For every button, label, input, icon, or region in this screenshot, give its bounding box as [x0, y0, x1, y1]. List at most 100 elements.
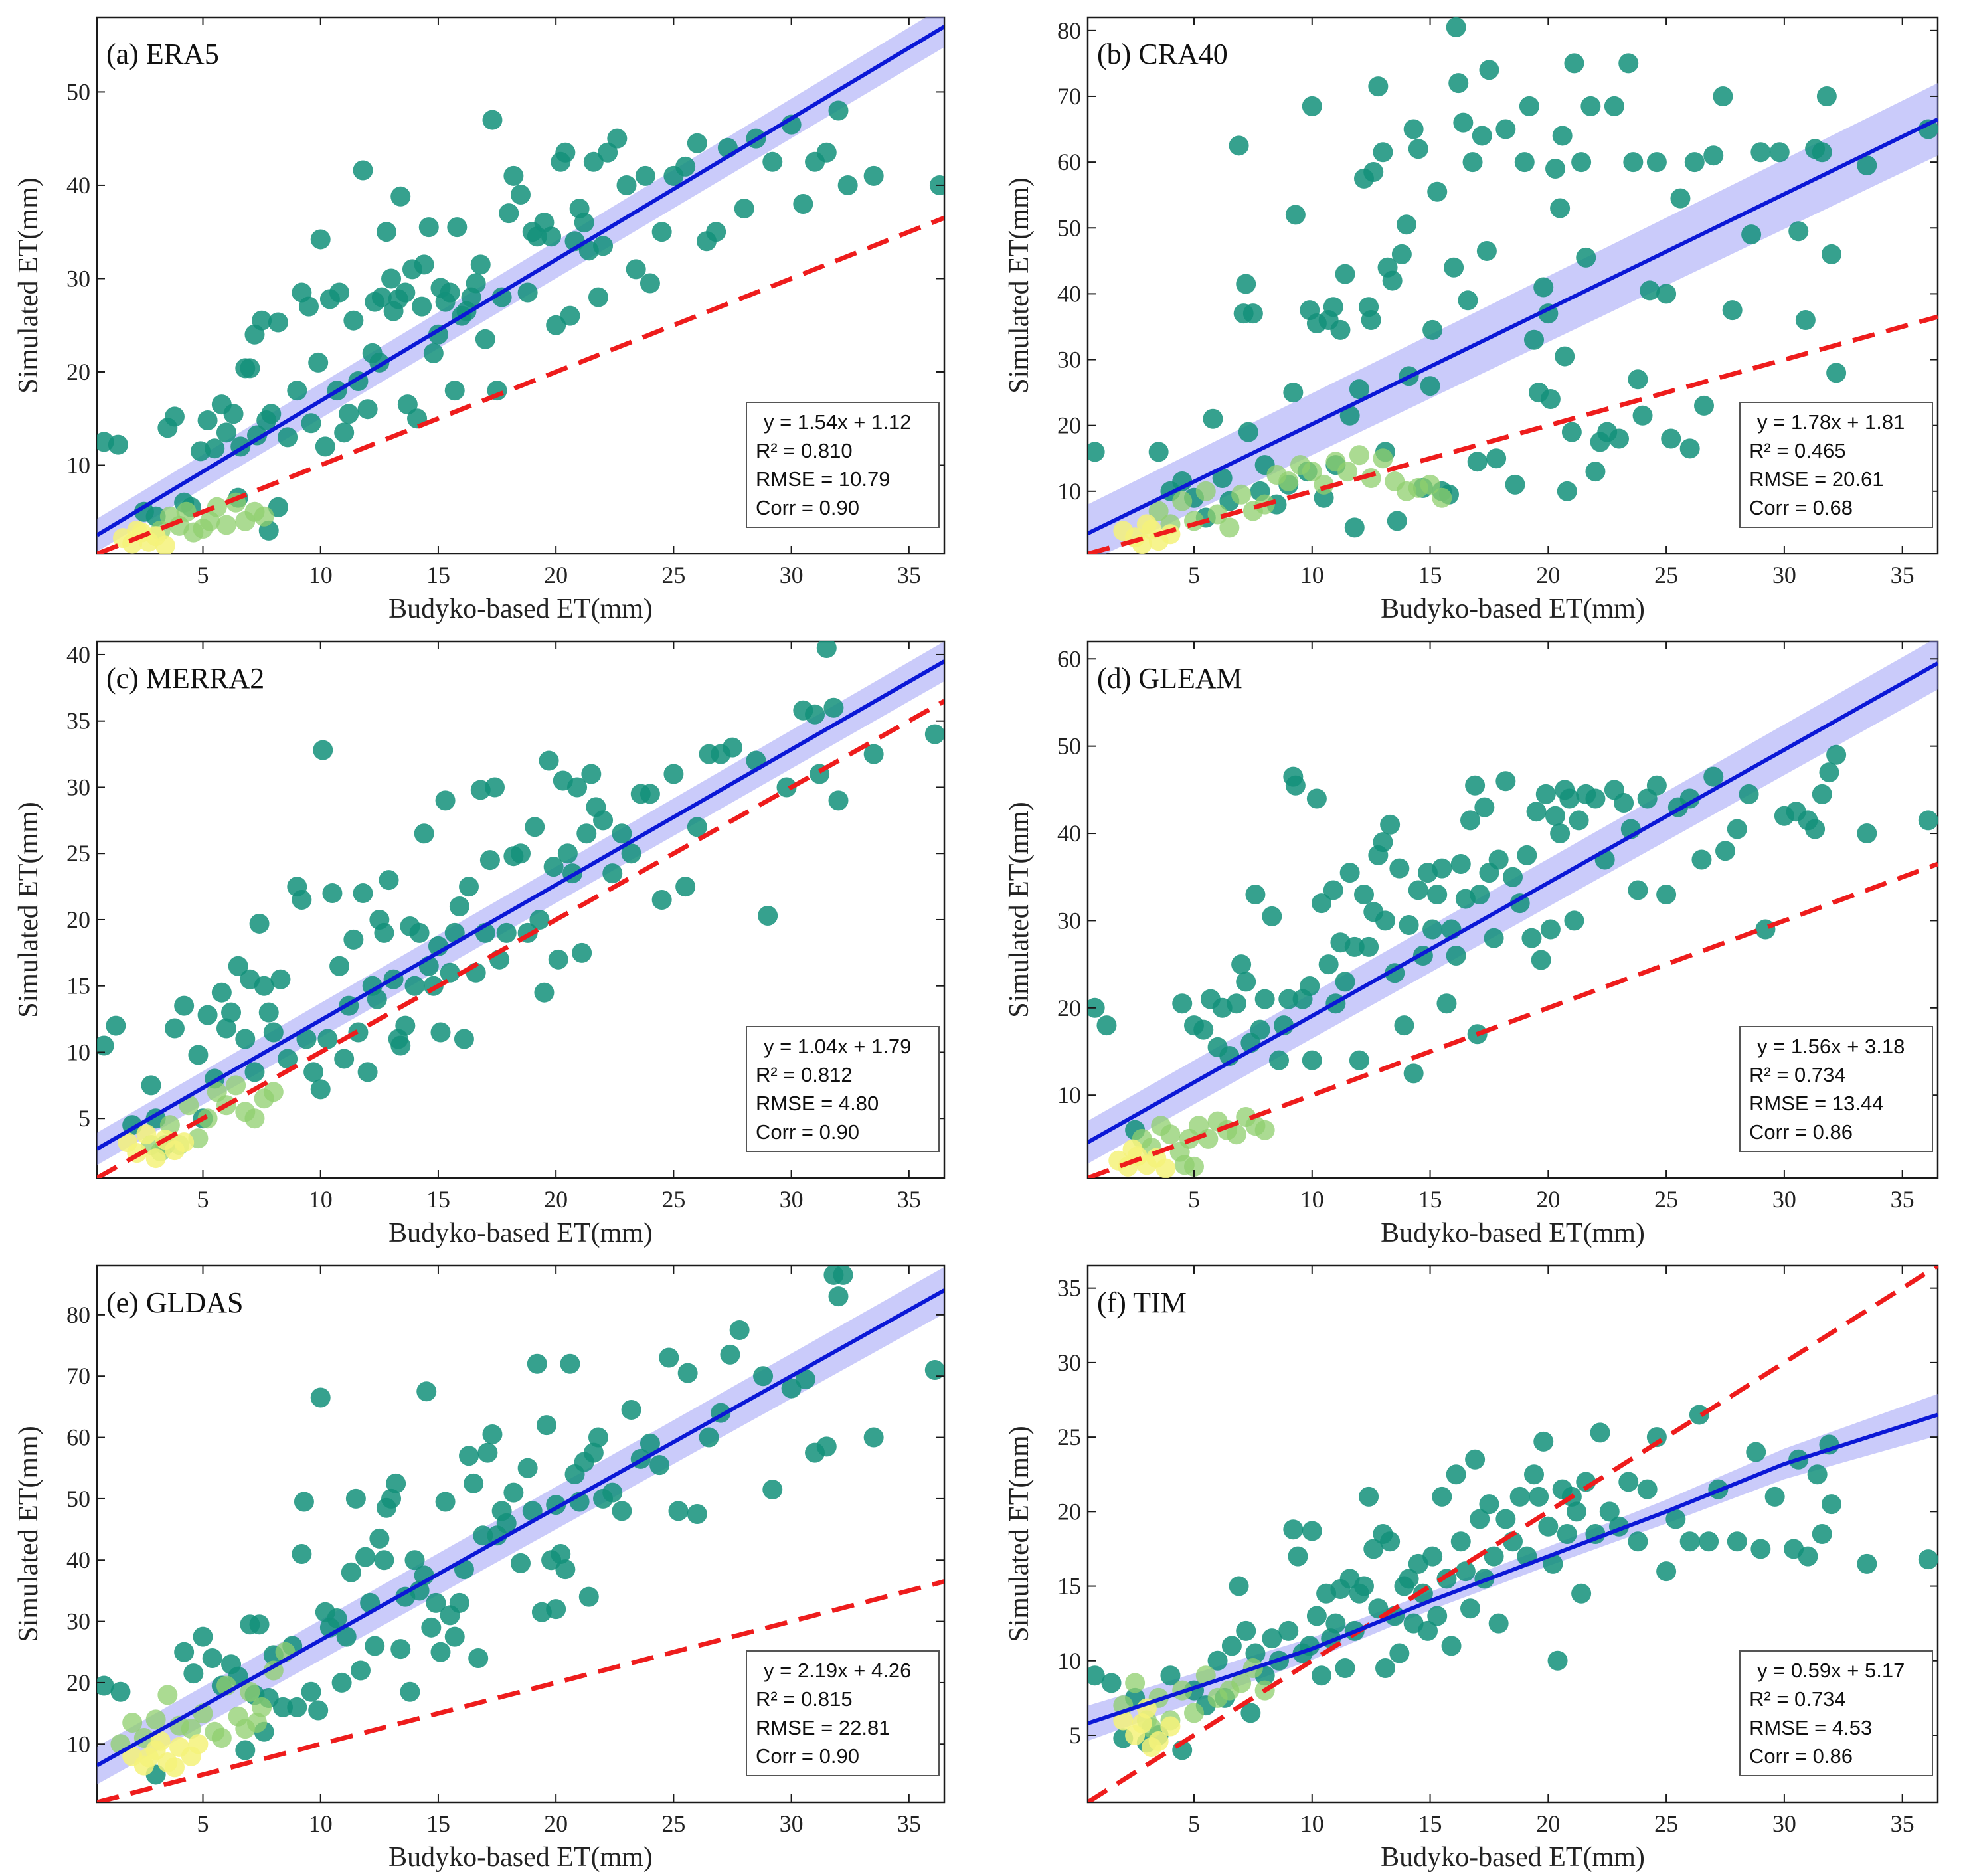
- fit-line: [1088, 117, 1938, 535]
- data-point: [576, 823, 597, 844]
- data-point: [1446, 945, 1466, 966]
- data-point: [270, 969, 291, 989]
- fit-line: [1088, 1412, 1938, 1725]
- data-point: [216, 1018, 236, 1039]
- data-point: [1816, 86, 1837, 106]
- data-point: [254, 976, 274, 996]
- data-point: [1822, 1494, 1841, 1515]
- data-point: [350, 1660, 371, 1681]
- data-point-light: [1373, 448, 1393, 469]
- data-point: [1193, 1019, 1214, 1040]
- data-point: [687, 817, 707, 837]
- data-point: [329, 956, 350, 976]
- data-point: [235, 1029, 256, 1049]
- data-point: [292, 890, 312, 910]
- data-point: [1436, 993, 1457, 1014]
- data-point-light: [1184, 1156, 1204, 1177]
- stats-box: [746, 1650, 940, 1776]
- data-point: [1514, 152, 1535, 173]
- y-tick-label: 20: [1057, 995, 1081, 1021]
- x-tick-label: 20: [1536, 1810, 1560, 1837]
- data-point-light: [1302, 462, 1322, 482]
- data-point: [626, 259, 646, 280]
- data-point: [729, 1320, 750, 1340]
- data-point-light: [181, 1719, 201, 1739]
- x-tick-label: 35: [897, 562, 921, 588]
- fit-line: [97, 25, 944, 537]
- data-point: [687, 1503, 707, 1524]
- y-tick-label: 60: [1057, 149, 1081, 175]
- data-point: [475, 329, 495, 349]
- y-tick-label: 60: [1057, 645, 1081, 672]
- data-point: [1450, 854, 1471, 875]
- data-point: [1918, 1549, 1938, 1570]
- x-axis-label: Budyko-based ET(mm): [1381, 594, 1645, 624]
- data-point: [616, 175, 637, 195]
- y-tick-label: 50: [66, 1486, 90, 1512]
- fit-line: [97, 1288, 944, 1768]
- data-point: [183, 1663, 204, 1684]
- data-point: [1148, 442, 1169, 462]
- data-point: [164, 406, 185, 427]
- x-tick-label: 10: [309, 1186, 333, 1213]
- data-point: [640, 784, 660, 804]
- data-point: [1363, 161, 1384, 182]
- data-point: [1306, 788, 1327, 809]
- data-point: [583, 1442, 604, 1463]
- data-point: [1349, 1050, 1369, 1070]
- x-tick-label: 35: [1891, 1810, 1915, 1837]
- data-point: [1517, 845, 1537, 865]
- data-point-light: [122, 1712, 143, 1733]
- data-point: [1488, 849, 1509, 870]
- data-point: [416, 1381, 437, 1402]
- data-point-light: [240, 1681, 260, 1702]
- data-point: [1262, 906, 1282, 926]
- x-tick-label: 25: [1654, 562, 1678, 588]
- data-point: [1380, 814, 1401, 835]
- data-point: [1550, 198, 1571, 218]
- data-point: [1283, 383, 1304, 403]
- stats-rmse: RMSE = 20.61: [1749, 468, 1883, 491]
- stats-rmse: RMSE = 22.81: [756, 1716, 890, 1739]
- data-point: [1231, 954, 1252, 975]
- data-point: [1547, 1650, 1568, 1671]
- x-tick-label: 20: [544, 1810, 568, 1837]
- data-point: [365, 1636, 385, 1656]
- data-point-light: [1198, 1128, 1219, 1149]
- x-tick-label: 10: [1300, 1810, 1324, 1837]
- data-point: [1339, 863, 1360, 883]
- data-point: [261, 404, 282, 424]
- y-tick-label: 50: [66, 78, 90, 105]
- panel-title: (e) GLDAS: [106, 1286, 244, 1319]
- y-tick-label: 10: [66, 452, 90, 479]
- data-point-light: [1172, 491, 1193, 511]
- data-point: [299, 296, 319, 317]
- x-tick-label: 15: [426, 562, 450, 588]
- data-point: [1727, 1531, 1747, 1552]
- data-point: [1656, 885, 1677, 905]
- x-tick-label: 30: [780, 562, 804, 588]
- data-point: [1567, 1501, 1586, 1522]
- x-tick-label: 35: [897, 1810, 921, 1837]
- data-point-light: [1278, 471, 1299, 491]
- data-point: [1486, 448, 1507, 469]
- data-point: [371, 287, 392, 307]
- y-tick-label: 30: [1057, 1349, 1081, 1376]
- data-point-yellow: [1142, 1737, 1161, 1757]
- data-point: [1670, 188, 1691, 209]
- data-point: [379, 870, 399, 891]
- data-point: [376, 222, 396, 242]
- data-point: [1689, 1405, 1709, 1425]
- data-point: [1245, 885, 1266, 905]
- data-point: [828, 1286, 849, 1307]
- x-tick-label: 5: [1188, 1810, 1200, 1837]
- stats-corr: Corr = 0.86: [1749, 1120, 1853, 1144]
- data-point: [308, 352, 329, 373]
- confidence-band: [1088, 83, 1938, 554]
- stats-equation: y = 2.19x + 4.26: [764, 1659, 911, 1682]
- data-point-light: [1349, 445, 1369, 466]
- data-point: [390, 186, 411, 207]
- data-point: [557, 843, 578, 864]
- data-point: [1637, 1479, 1658, 1499]
- data-point: [1646, 152, 1667, 173]
